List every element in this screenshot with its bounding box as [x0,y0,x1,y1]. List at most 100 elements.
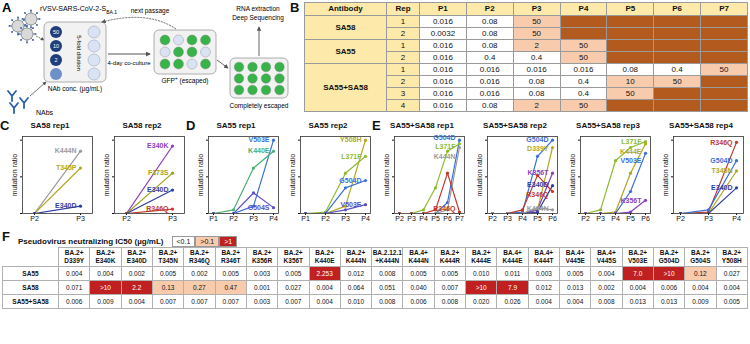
svg-text:V503E: V503E [620,157,641,164]
svg-text:T345P: T345P [56,164,77,171]
svg-text:G504D: G504D [433,134,455,141]
svg-text:R346Q: R346Q [433,205,456,213]
svg-text:D339Y: D339Y [527,145,549,152]
html-text:0.4: 0.4 [484,52,496,62]
svg-text:G504S: G504S [248,204,270,211]
svg-text:R346Q: R346Q [710,139,733,147]
svg-text:V503E: V503E [248,136,269,143]
svg-text:mutation ratio: mutation ratio [662,154,669,197]
html-text:0.4: 0.4 [531,52,543,62]
svg-text:Completely escaped: Completely escaped [230,102,289,110]
svg-text:mutation ratio: mutation ratio [103,154,110,197]
svg-text:2: 2 [54,57,57,63]
svg-text:P2: P2 [488,215,497,222]
svg-text:P4: P4 [518,215,527,222]
html-text:0.016: 0.016 [432,40,453,50]
svg-text:P2: P2 [321,215,330,222]
svg-text:Y508H: Y508H [340,136,361,143]
svg-text:P5: P5 [626,215,635,222]
svg-text:G504D: G504D [339,177,361,184]
svg-text:rVSV-SARS-CoV-2-SBA.1: rVSV-SARS-CoV-2-SBA.1 [40,5,117,15]
svg-text:E340D: E340D [527,181,548,188]
html-text:B: B [290,0,300,15]
svg-text:next passage: next passage [131,7,170,15]
svg-text:P6: P6 [548,215,557,222]
svg-text:P4: P4 [361,215,370,222]
svg-text:P2: P2 [229,215,238,222]
svg-text:P3: P3 [76,215,85,222]
svg-text:P6: P6 [443,215,452,222]
svg-text:P2: P2 [30,215,39,222]
svg-text:mutation ratio: mutation ratio [197,154,204,197]
html-text:0.016: 0.016 [432,16,453,26]
html-text:0.0032: 0.0032 [430,28,456,38]
svg-text:4-day co-culture: 4-day co-culture [107,60,151,66]
html-text:0.08: 0.08 [482,16,498,26]
html-text:SA55+SA58: SA55+SA58 [323,82,368,92]
svg-text:P4: P4 [611,215,620,222]
svg-text:K356T: K356T [620,197,642,204]
html-text:0.016: 0.016 [432,52,453,62]
svg-text:NAb conc. (µg/mL): NAb conc. (µg/mL) [48,85,102,93]
svg-text:P5: P5 [431,215,440,222]
svg-text:L371F: L371F [621,138,642,145]
svg-text:mutation ratio: mutation ratio [569,154,576,197]
svg-text:K440E: K440E [248,147,270,154]
svg-text:P3: P3 [249,215,258,222]
svg-text:P4: P4 [419,215,428,222]
svg-text:E340D: E340D [55,202,76,209]
svg-text:L371F: L371F [435,143,456,150]
svg-text:K444N: K444N [434,153,456,160]
html-text:0.08: 0.08 [482,28,498,38]
svg-text:P7: P7 [455,215,464,222]
svg-text:K444N: K444N [527,205,549,212]
svg-text:F373S: F373S [148,169,169,176]
html-text:50: 50 [532,28,542,38]
svg-text:P3: P3 [341,215,350,222]
svg-text:NAbs: NAbs [36,109,54,116]
html-text:SA55: SA55 [335,46,356,56]
svg-text:L371F: L371F [341,153,362,160]
svg-text:T345N: T345N [711,167,732,174]
svg-text:P3: P3 [596,215,605,222]
svg-text:P3: P3 [503,215,512,222]
svg-text:RNA extraction: RNA extraction [236,5,280,12]
svg-text:mutation ratio: mutation ratio [11,154,18,197]
svg-text:P4: P4 [732,215,741,222]
svg-text:P4: P4 [269,215,278,222]
svg-text:K444E: K444E [620,147,642,154]
svg-text:P1: P1 [209,215,218,222]
svg-text:mutation ratio: mutation ratio [476,154,483,197]
svg-text:V503E: V503E [340,201,361,208]
svg-text:P3: P3 [704,215,713,222]
svg-text:E340D: E340D [147,186,168,193]
svg-text:P2: P2 [122,215,131,222]
svg-text:5-fold dilution: 5-fold dilution [76,35,82,71]
svg-text:P5: P5 [533,215,542,222]
svg-text:mutation ratio: mutation ratio [383,154,390,197]
html-text:SA58: SA58 [335,22,356,32]
svg-text:50: 50 [53,29,59,35]
svg-text:K356T: K356T [527,169,549,176]
svg-text:10: 10 [53,43,59,49]
svg-text:P3: P3 [168,215,177,222]
svg-text:P3: P3 [407,215,416,222]
svg-text:E340D: E340D [711,184,732,191]
svg-text:R346Q: R346Q [526,191,549,199]
svg-text:P2: P2 [395,215,404,222]
svg-text:E340K: E340K [147,142,168,149]
html-text:50: 50 [532,16,542,26]
svg-text:mutation ratio: mutation ratio [289,154,296,197]
svg-text:R346Q: R346Q [146,205,169,213]
svg-text:Deep Sequencing: Deep Sequencing [232,14,284,22]
svg-text:G504D: G504D [710,157,732,164]
svg-text:P2: P2 [676,215,685,222]
svg-text:P1: P1 [301,215,310,222]
svg-text:A: A [2,0,12,15]
svg-text:P2: P2 [581,215,590,222]
html-text:0.08: 0.08 [482,40,498,50]
svg-text:K444N: K444N [55,147,77,154]
svg-text:P6: P6 [641,215,650,222]
svg-text:G504D: G504D [526,136,548,143]
svg-text:GFP+ (escaped): GFP+ (escaped) [161,75,208,85]
